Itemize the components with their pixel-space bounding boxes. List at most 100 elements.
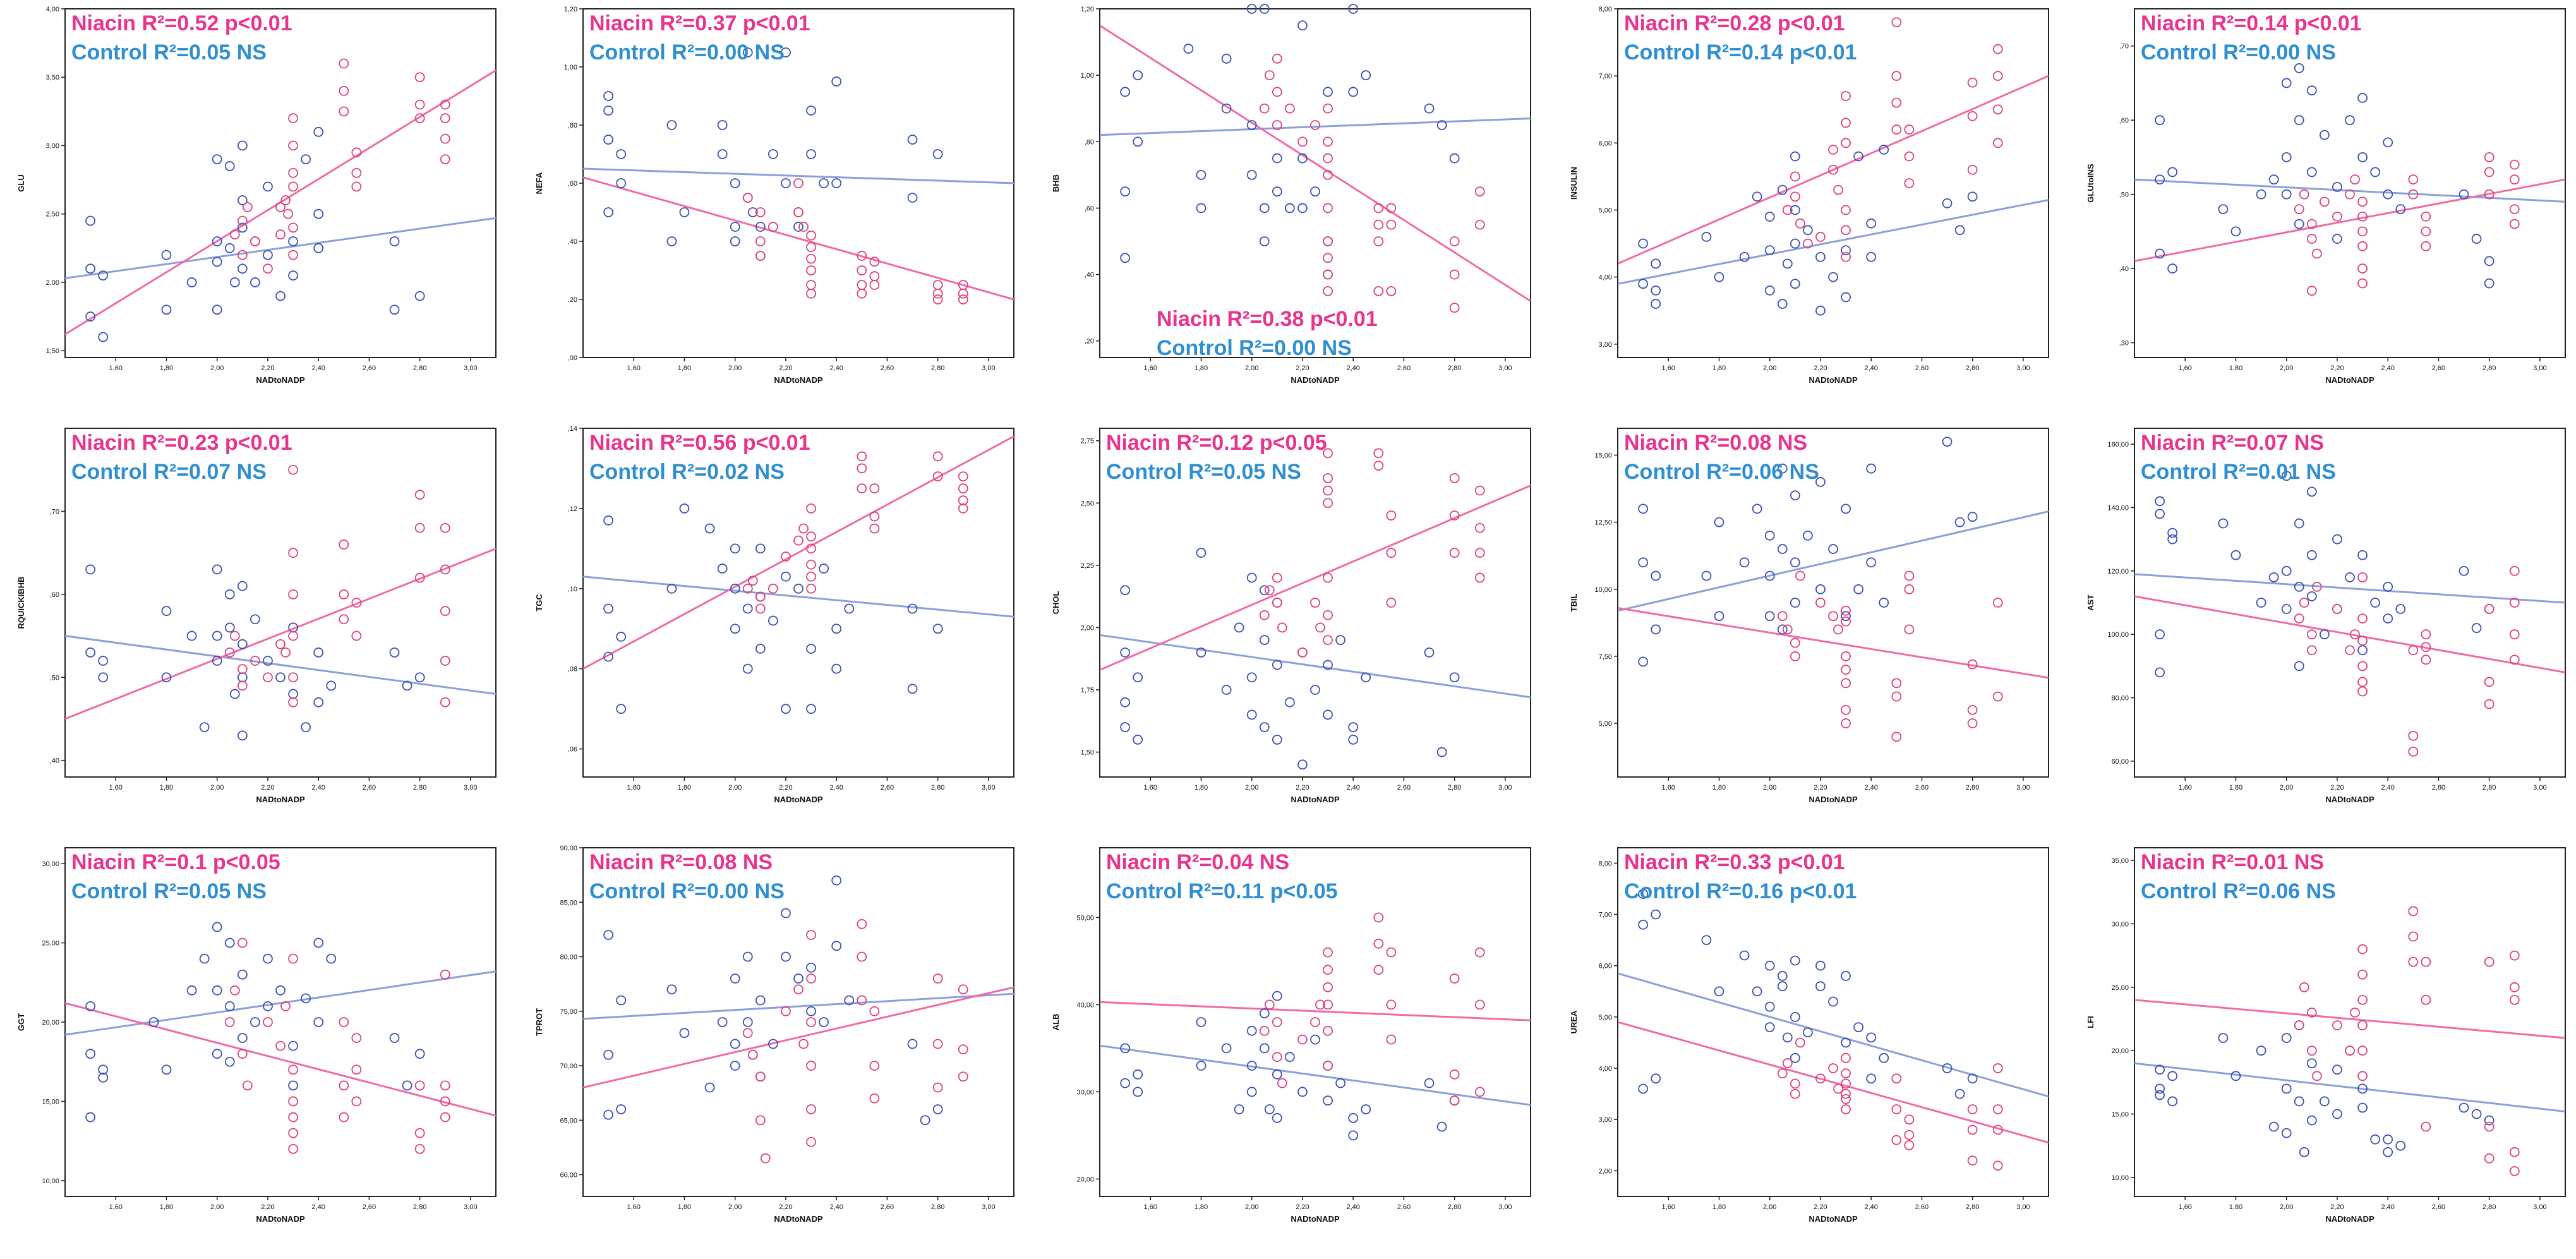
niacin-point bbox=[806, 571, 816, 582]
control-point bbox=[301, 154, 311, 165]
x-axis-label: NADtoNADP bbox=[256, 1214, 305, 1224]
y-tick-label: 75,00 bbox=[560, 1008, 577, 1016]
control-point bbox=[288, 270, 298, 281]
y-tick-label: 3,00 bbox=[46, 142, 59, 150]
y-tick-label: ,60 bbox=[1085, 205, 1094, 212]
control-point bbox=[237, 969, 248, 980]
y-tick-label: 25,00 bbox=[2111, 984, 2129, 992]
niacin-point bbox=[288, 672, 298, 683]
control-point bbox=[603, 91, 614, 101]
control-point bbox=[1739, 950, 1750, 961]
niacin-point bbox=[2350, 629, 2360, 640]
niacin-point bbox=[2484, 1121, 2495, 1132]
control-stats-label: Control R²=0.00 NS bbox=[589, 879, 785, 903]
x-tick-label: 2,20 bbox=[261, 364, 274, 372]
control-point bbox=[1361, 672, 1371, 683]
niacin-point bbox=[237, 680, 248, 691]
control-stats-label: Control R²=0.01 NS bbox=[2141, 460, 2336, 484]
control-point bbox=[920, 1115, 930, 1126]
niacin-point bbox=[288, 222, 298, 233]
control-point bbox=[98, 1064, 109, 1075]
niacin-point bbox=[806, 559, 816, 570]
control-fit-line bbox=[583, 992, 1014, 1020]
chart-panel-rquickibhb: 1,60 1,80 2,00 2,20 2,40 2,60 2,80 3,00 ,40 ,50 ,6… bbox=[16, 428, 497, 804]
niacin-point bbox=[1323, 103, 1333, 114]
y-tick-label: 80,00 bbox=[2111, 695, 2129, 702]
x-tick-label: 1,60 bbox=[109, 364, 123, 372]
control-point bbox=[1196, 1061, 1207, 1071]
niacin-point bbox=[2421, 956, 2431, 967]
control-stats-label: Control R²=0.00 NS bbox=[589, 40, 785, 64]
control-point bbox=[819, 1017, 829, 1027]
niacin-point bbox=[1992, 104, 2003, 115]
control-point bbox=[2281, 78, 2292, 88]
x-axis-label: NADtoNADP bbox=[2325, 375, 2374, 385]
niacin-point bbox=[351, 1096, 362, 1107]
control-point bbox=[2383, 189, 2393, 200]
niacin-point bbox=[2484, 167, 2495, 178]
plot-frame bbox=[1099, 428, 1531, 778]
niacin-point bbox=[414, 99, 425, 110]
niacin-point bbox=[1992, 598, 2003, 608]
control-point bbox=[932, 1104, 943, 1114]
control-point bbox=[2383, 1134, 2393, 1145]
plot-frame bbox=[582, 847, 1014, 1197]
niacin-point bbox=[2408, 730, 2419, 741]
control-point bbox=[704, 1082, 715, 1093]
niacin-point bbox=[237, 215, 248, 226]
x-tick-label: 1,60 bbox=[1662, 784, 1675, 792]
niacin-point bbox=[1323, 947, 1333, 958]
control-point bbox=[2484, 256, 2495, 267]
control-point bbox=[2459, 565, 2469, 576]
niacin-point bbox=[793, 984, 803, 995]
x-tick-label: 3,00 bbox=[2016, 1203, 2030, 1211]
niacin-stats-label: Niacin R²=0.38 p<0.01 bbox=[1157, 307, 1378, 331]
niacin-point bbox=[1833, 1083, 1843, 1094]
niacin-point bbox=[1815, 1073, 1826, 1084]
niacin-point bbox=[414, 1080, 425, 1091]
control-point bbox=[1764, 960, 1775, 971]
control-point bbox=[2268, 174, 2279, 185]
control-point bbox=[1259, 236, 1270, 246]
control-point bbox=[1651, 285, 1661, 296]
niacin-point bbox=[1992, 691, 2003, 702]
y-tick-label: ,40 bbox=[568, 238, 577, 246]
x-tick-label: 1,80 bbox=[678, 1203, 691, 1211]
niacin-point bbox=[237, 250, 248, 260]
control-point bbox=[2294, 219, 2304, 229]
control-point bbox=[1777, 184, 1788, 195]
niacin-point bbox=[1841, 605, 1851, 616]
niacin-point bbox=[2484, 604, 2495, 614]
control-point bbox=[730, 222, 740, 232]
niacin-point bbox=[2299, 982, 2309, 992]
control-point bbox=[2345, 115, 2355, 126]
y-tick-label: ,40 bbox=[2119, 265, 2129, 273]
niacin-point bbox=[806, 253, 816, 264]
niacin-point bbox=[1323, 203, 1333, 214]
niacin-point bbox=[1967, 704, 1978, 715]
control-point bbox=[1259, 203, 1270, 214]
control-point bbox=[2345, 572, 2355, 582]
y-tick-label: ,60 bbox=[568, 180, 577, 188]
x-tick-label: 2,60 bbox=[881, 1203, 894, 1211]
y-tick-label: ,00 bbox=[568, 354, 577, 362]
control-point bbox=[806, 644, 816, 654]
control-point bbox=[2155, 1083, 2165, 1094]
y-tick-label: 2,25 bbox=[1081, 562, 1094, 570]
control-point bbox=[98, 656, 109, 666]
y-tick-label: 15,00 bbox=[2111, 1111, 2129, 1119]
niacin-point bbox=[440, 113, 450, 124]
control-point bbox=[414, 672, 425, 683]
control-point bbox=[1790, 1052, 1800, 1063]
control-point bbox=[844, 603, 855, 614]
niacin-point bbox=[288, 630, 298, 641]
x-tick-label: 2,40 bbox=[829, 364, 843, 372]
control-point bbox=[616, 632, 627, 642]
control-point bbox=[806, 704, 816, 714]
control-point bbox=[2294, 518, 2304, 529]
niacin-point bbox=[440, 99, 450, 110]
niacin-point bbox=[806, 583, 816, 594]
niacin-point bbox=[1474, 572, 1485, 583]
niacin-point bbox=[793, 178, 803, 188]
control-point bbox=[224, 622, 235, 633]
